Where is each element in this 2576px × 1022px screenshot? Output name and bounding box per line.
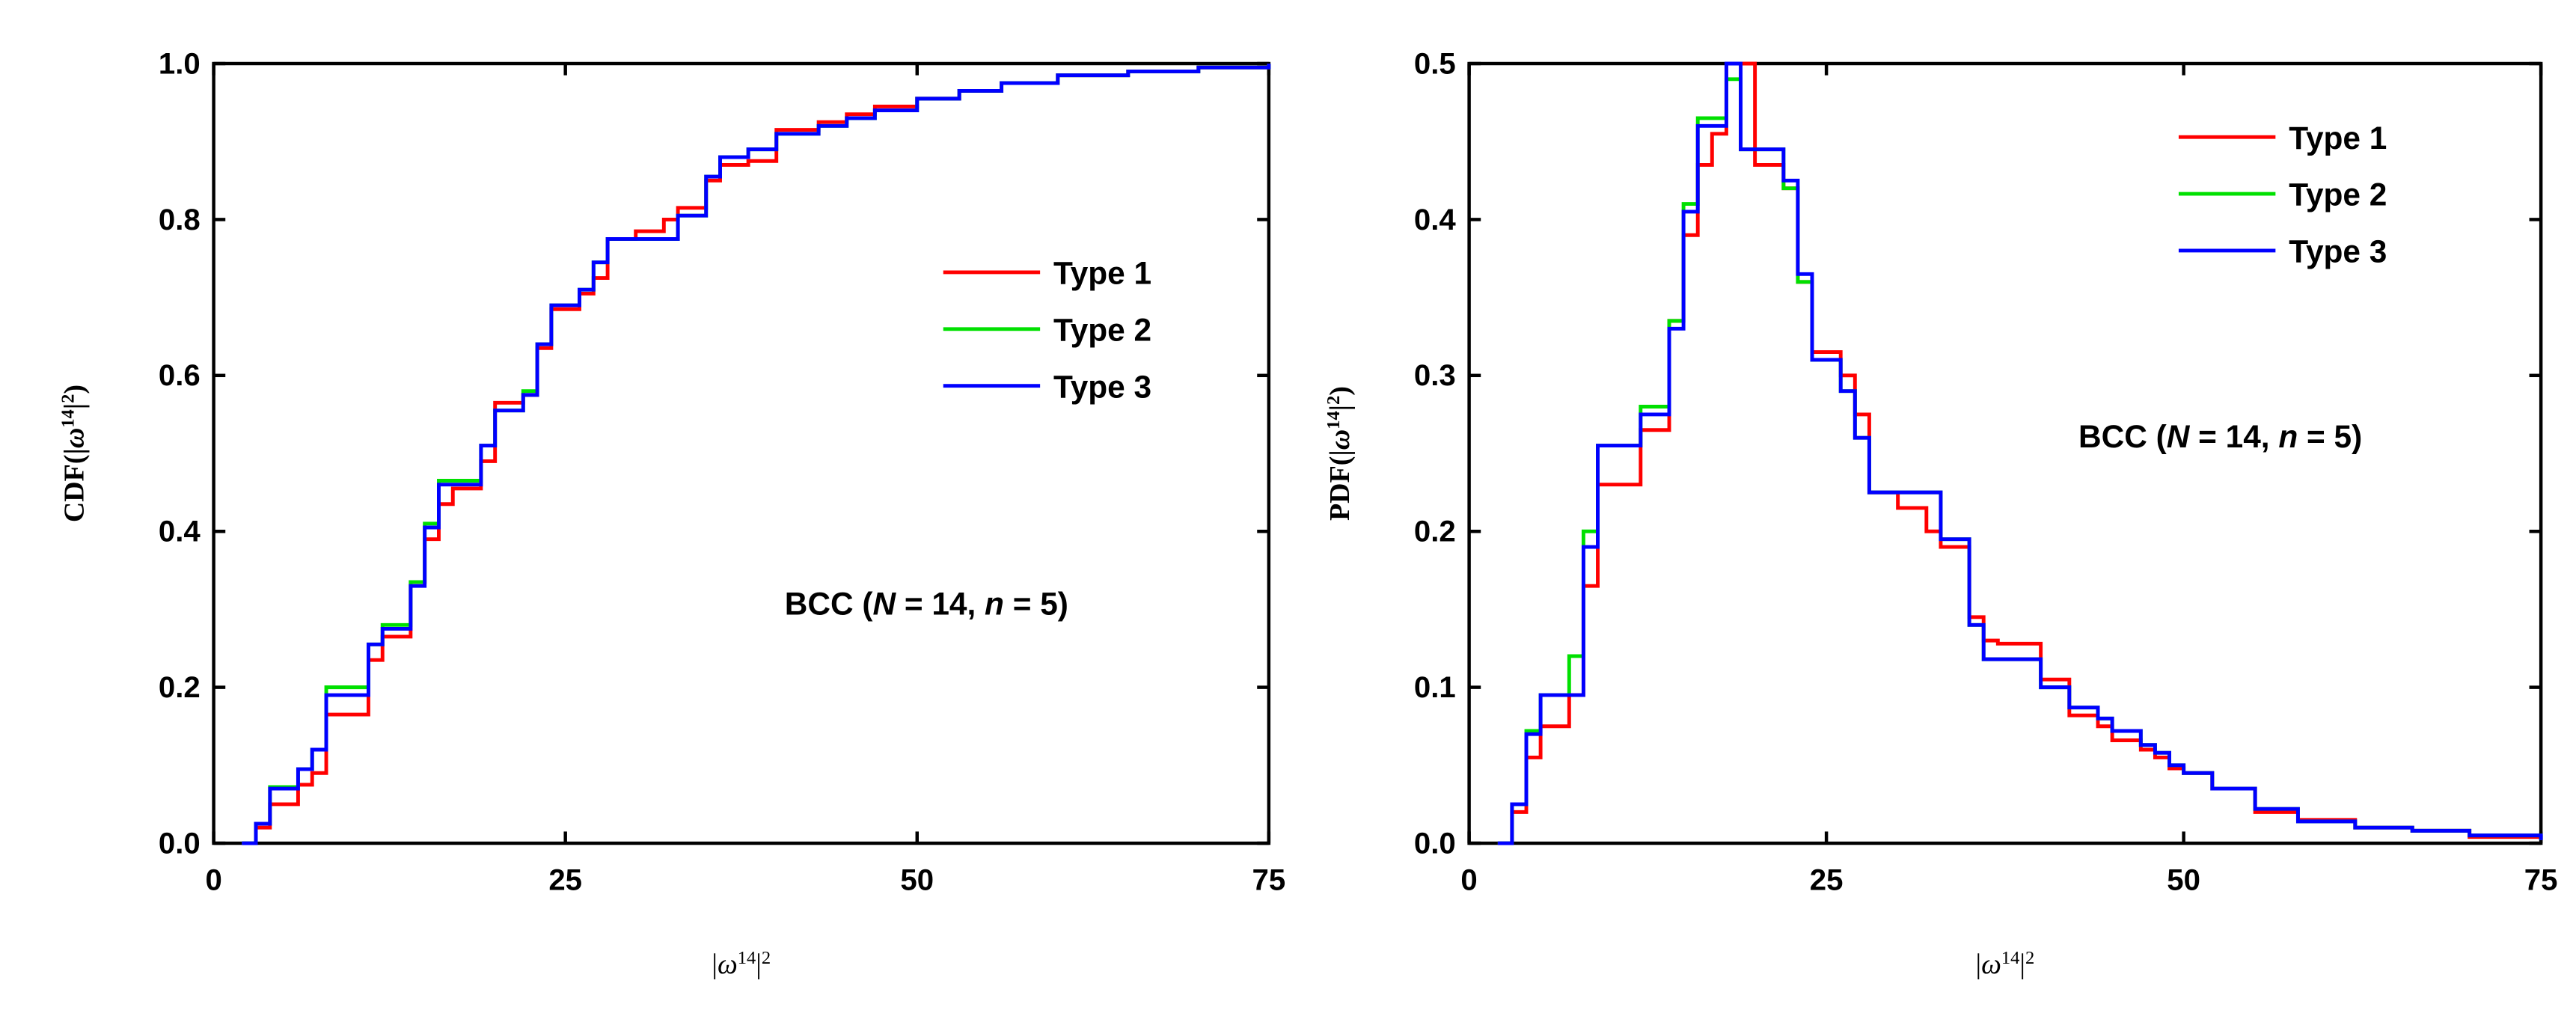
y-axis-label-part: |	[59, 403, 91, 409]
annotation-part: = 14,	[896, 586, 985, 621]
chart: 0 25 50 750.00.20.40.60.81.0|ω14|2CDF(|ω14|…	[58, 46, 1285, 980]
legend-label: Type 3	[2289, 234, 2387, 269]
x-tick-label: 0	[205, 863, 221, 897]
x-axis-label-part: 14	[738, 948, 756, 968]
x-tick-label: 75	[1252, 863, 1286, 897]
annotation-part: n	[985, 586, 1004, 621]
y-tick-label: 0.3	[1414, 358, 1456, 392]
y-axis-label-part: PDF(|	[1324, 450, 1356, 521]
annotation: BCC (N = 14, n = 5)	[2078, 419, 2362, 454]
series-line	[242, 63, 1271, 845]
series-line	[242, 63, 1271, 845]
x-axis-label-part: |	[756, 949, 762, 980]
plot-frame	[212, 61, 1271, 845]
x-tick-label: 75	[2524, 863, 2558, 897]
y-axis-label-part: )	[1324, 386, 1356, 396]
series-line	[1497, 61, 2543, 845]
y-tick-label: 0.1	[1414, 670, 1456, 704]
legend-label: Type 1	[1053, 256, 1151, 291]
annotation-part: n	[2278, 419, 2298, 454]
plot-frame	[1467, 61, 2543, 845]
x-tick-label: 50	[2167, 863, 2200, 897]
y-tick-label: 0.2	[159, 670, 201, 704]
x-axis-label-part: ω	[1981, 949, 2001, 980]
annotation-part: BCC (	[2078, 419, 2167, 454]
x-axis-label-part: 2	[762, 948, 771, 968]
y-tick-label: 0.4	[1414, 203, 1456, 236]
y-axis-label-part: 14	[58, 409, 78, 428]
x-axis-label-part: |	[712, 949, 718, 980]
y-tick-label: 0.2	[1414, 515, 1456, 548]
x-axis-label-part: |	[1975, 949, 1981, 980]
y-axis-label-part: )	[59, 385, 91, 394]
x-tick-label: 25	[548, 863, 582, 897]
annotation-part: = 5)	[1004, 586, 1068, 621]
x-tick-label: 50	[900, 863, 934, 897]
x-axis-label-part: ω	[718, 949, 738, 980]
annotation-part: = 5)	[2298, 419, 2362, 454]
y-axis-label-part: |	[1324, 405, 1356, 411]
y-tick-label: 0.4	[159, 515, 201, 548]
legend-label: Type 3	[1053, 369, 1151, 404]
annotation-part: BCC (	[785, 586, 874, 621]
y-axis-label: PDF(|ω14|2)	[1323, 386, 1355, 521]
legend-label: Type 2	[2289, 177, 2387, 212]
y-tick-label: 0.0	[1414, 826, 1456, 860]
annotation-part: N	[872, 586, 896, 621]
y-axis-label-part: CDF(|	[59, 448, 91, 522]
y-axis-label-part: ω	[1324, 429, 1356, 450]
x-axis-label: |ω14|2	[1975, 948, 2034, 981]
x-axis-label: |ω14|2	[712, 948, 771, 981]
series-line	[242, 63, 1271, 845]
chart: 0 25 50 750.00.10.20.30.40.5|ω14|2PDF(|ω14|…	[1323, 46, 2557, 980]
x-axis-label-part: 14	[2001, 948, 2020, 968]
y-tick-label: 0.8	[159, 203, 201, 236]
y-axis-label-part: 2	[58, 394, 78, 403]
y-tick-label: 0.6	[159, 358, 201, 392]
annotation-part: = 14,	[2189, 419, 2278, 454]
y-axis-label: CDF(|ω14|2)	[58, 385, 91, 522]
annotation: BCC (N = 14, n = 5)	[785, 586, 1068, 621]
x-tick-label: 25	[1810, 863, 1844, 897]
annotation-part: N	[2167, 419, 2191, 454]
y-axis-label-part: 2	[1323, 396, 1343, 405]
legend-label: Type 2	[1053, 312, 1151, 347]
y-tick-label: 1.0	[159, 46, 201, 80]
y-axis-label-part: 14	[1323, 411, 1343, 429]
y-tick-label: 0.0	[159, 826, 201, 860]
x-tick-label: 0	[1460, 863, 1477, 897]
y-tick-label: 0.5	[1414, 46, 1456, 80]
x-axis-label-part: |	[2019, 949, 2025, 980]
x-axis-label-part: 2	[2025, 948, 2034, 968]
legend-label: Type 1	[2289, 120, 2387, 156]
y-axis-label-part: ω	[59, 428, 91, 448]
